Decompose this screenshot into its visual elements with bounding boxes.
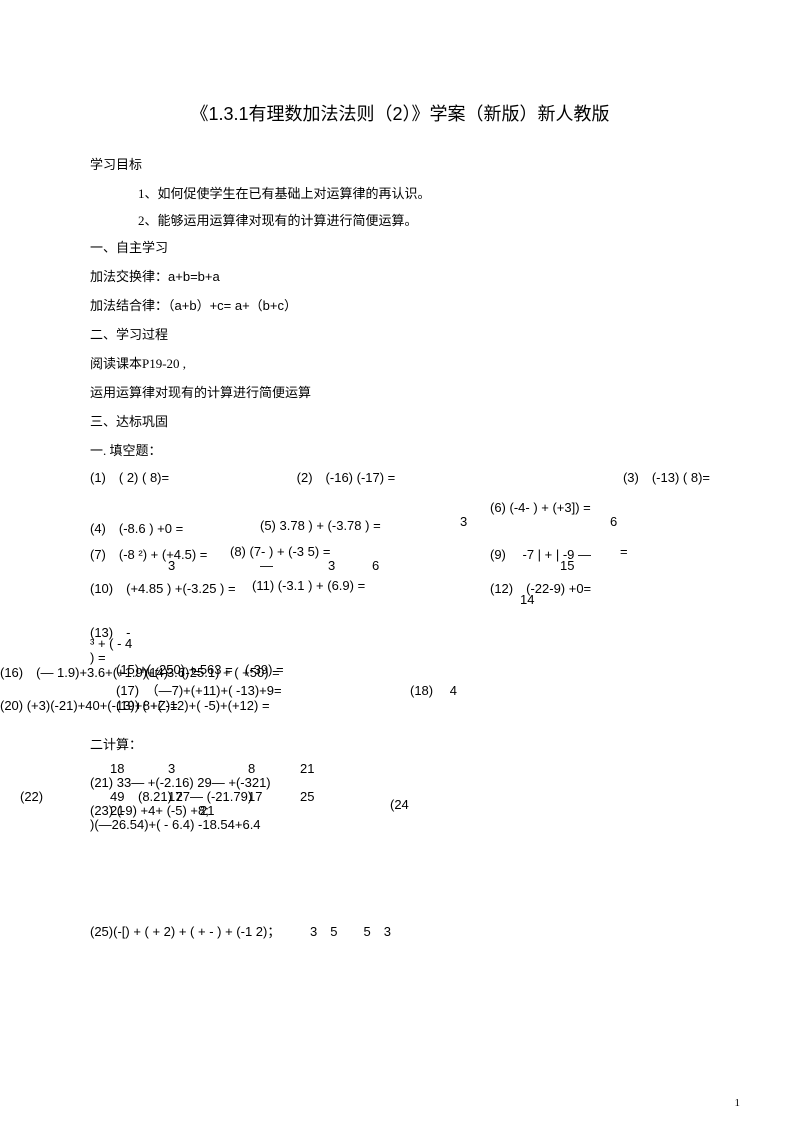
q8c: 3 xyxy=(328,558,335,573)
formula-2-label: 加法结合律： xyxy=(90,298,168,313)
goal-2: 2、能够运用运算律对现有的计算进行简便运算。 xyxy=(90,210,710,229)
formula-2: （a+b）+c= a+（b+c） xyxy=(168,298,297,313)
formula-commutative: 加法交换律：a+b=b+a xyxy=(90,266,710,285)
section-3: 三、达标巩固 xyxy=(90,411,710,430)
read-line: 阅读课本P19-20 , xyxy=(90,353,710,372)
q25a: (25)(-[) + ( + 2) + ( + - ) + (-1 2)； xyxy=(90,921,280,940)
q13b: ³ + ( - 4 xyxy=(90,636,132,651)
q19: (19) 8+( -12)+( -5)+(+12) = xyxy=(116,698,270,713)
q24a: (24 xyxy=(390,797,409,812)
q17: (17) （—7)+(+11)+( -13)+9= xyxy=(116,680,282,699)
q22c: (8.21) 27— (-21.79) xyxy=(138,789,252,804)
q9c: 15 xyxy=(560,558,574,573)
q8d: 6 xyxy=(372,558,379,573)
q21d: 21 xyxy=(300,761,314,776)
q6a: (6) (-4- ) + (+3]) = xyxy=(490,500,591,515)
q7a: (7) (-8 ²) + (+4.5) = xyxy=(90,544,207,563)
q18: (18) 4 xyxy=(410,680,457,699)
q1: (1) ( 2) ( 8)= xyxy=(90,467,297,486)
q14b: (-39) = xyxy=(245,662,284,677)
q9b: = xyxy=(620,544,628,559)
formula-associative: 加法结合律：（a+b）+c= a+（b+c） xyxy=(90,295,710,314)
q24b: )(—26.54)+( - 6.4) -18.54+6.4 xyxy=(90,817,261,832)
q4: (4) (-8.6 ) +0 = xyxy=(90,518,183,537)
q10: (10) (+4.85 ) +(-3.25 ) = xyxy=(90,578,236,597)
q6c: 6 xyxy=(610,514,617,529)
section-1: 一、自主学习 xyxy=(90,237,710,256)
q9a: (9) -7 | + | -9 — xyxy=(490,544,591,563)
section-2: 二、学习过程 xyxy=(90,324,710,343)
q7b: 3 xyxy=(168,558,175,573)
q3: (3) (-13) ( 8)= xyxy=(503,467,710,486)
q12a: (12) (-22-9) +0= xyxy=(490,578,591,597)
q21a: 18 xyxy=(110,761,124,776)
q6b: 3 xyxy=(460,514,467,529)
q8b: — xyxy=(260,558,273,573)
q21j: 25 xyxy=(300,789,314,804)
apply-line: 运用运算律对现有的计算进行简便运算 xyxy=(90,382,710,401)
goals-heading: 学习目标 xyxy=(90,154,710,173)
q21e: (21) 33— +(-2.16) 29— +(-321) xyxy=(90,775,271,790)
q11: (11) (-3.1 ) + (6.9) = xyxy=(252,578,365,593)
page-title: 《1.3.1有理数加法法则（2）》学案（新版）新人教版 xyxy=(90,100,710,126)
q12b: 14 xyxy=(520,592,534,607)
goal-1: 1、如何促使学生在已有基础上对运算律的再认识。 xyxy=(90,183,710,202)
formula-1-label: 加法交换律： xyxy=(90,269,168,284)
q21b: 3 xyxy=(168,761,175,776)
q22a: (22) xyxy=(20,789,43,804)
fill-heading: 一. 填空题： xyxy=(90,440,710,459)
q23: (23) (-9) +4+ (-5) +8; xyxy=(90,803,209,818)
q2: (2) (-16) (-17) = xyxy=(297,467,504,486)
problems-block: (1) ( 2) ( 8)= (2) (-16) (-17) = (3) (-1… xyxy=(90,467,710,951)
q21f: 49 xyxy=(110,789,124,804)
q21c: 8 xyxy=(248,761,255,776)
q8a: (8) (7- ) + (-3 5) = xyxy=(230,544,330,559)
calc-heading: 二计算： xyxy=(90,734,710,753)
q25b: 3 5 5 3 xyxy=(310,921,391,940)
formula-1: a+b=b+a xyxy=(168,269,220,284)
page-number: 1 xyxy=(735,1097,741,1109)
q5: (5) 3.78 ) + (-3.78 ) = xyxy=(260,518,381,533)
